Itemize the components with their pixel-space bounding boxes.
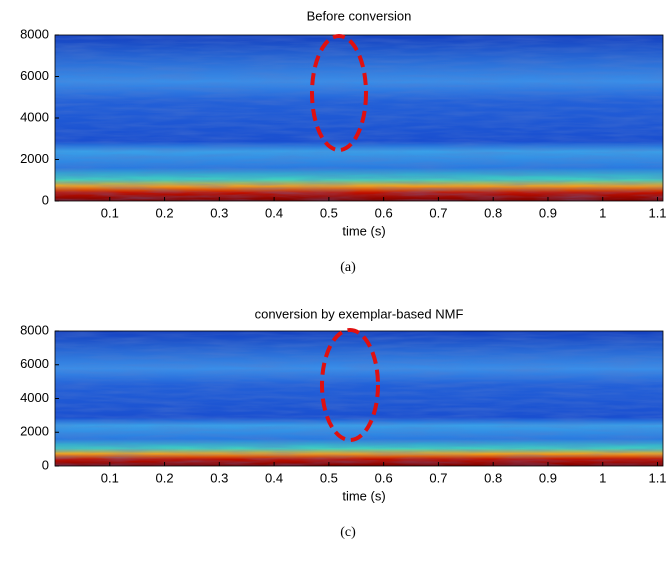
x-tick-label: 0.4 bbox=[265, 470, 283, 485]
x-tick-label: 1 bbox=[599, 205, 606, 220]
x-tick-label: 0.6 bbox=[375, 205, 393, 220]
x-axis-label: time (s) bbox=[342, 223, 385, 238]
x-tick-label: 0.4 bbox=[265, 205, 283, 220]
chart-title: conversion by exemplar-based NMF bbox=[255, 306, 464, 321]
spectrogram-texture bbox=[55, 331, 663, 466]
x-tick-label: 1.1 bbox=[648, 470, 666, 485]
x-tick-label: 0.2 bbox=[156, 470, 174, 485]
x-tick-label: 1.1 bbox=[648, 205, 666, 220]
x-tick-label: 0.9 bbox=[539, 205, 557, 220]
x-tick-label: 0.3 bbox=[210, 470, 228, 485]
caption: (c) bbox=[340, 525, 356, 540]
y-tick-label: 2000 bbox=[20, 424, 49, 439]
chart-title: Before conversion bbox=[307, 8, 412, 23]
x-tick-label: 0.7 bbox=[429, 470, 447, 485]
highlight-ellipse bbox=[310, 34, 368, 152]
y-tick-label: 8000 bbox=[20, 26, 49, 41]
y-tick-label: 4000 bbox=[20, 390, 49, 405]
y-tick-label: 0 bbox=[42, 457, 49, 472]
x-tick-label: 0.7 bbox=[429, 205, 447, 220]
x-tick-label: 0.5 bbox=[320, 470, 338, 485]
y-tick-label: 6000 bbox=[20, 356, 49, 371]
x-tick-label: 0.1 bbox=[101, 470, 119, 485]
highlight-ellipse bbox=[320, 328, 380, 442]
x-axis-label: time (s) bbox=[342, 488, 385, 503]
x-tick-label: 0.3 bbox=[210, 205, 228, 220]
x-tick-label: 0.8 bbox=[484, 470, 502, 485]
y-tick-label: 4000 bbox=[20, 109, 49, 124]
x-tick-label: 0.9 bbox=[539, 470, 557, 485]
y-tick-label: 6000 bbox=[20, 68, 49, 83]
y-tick-label: 2000 bbox=[20, 151, 49, 166]
x-tick-label: 0.8 bbox=[484, 205, 502, 220]
y-tick-label: 8000 bbox=[20, 322, 49, 337]
x-tick-label: 0.1 bbox=[101, 205, 119, 220]
y-tick-label: 0 bbox=[42, 192, 49, 207]
x-tick-label: 0.5 bbox=[320, 205, 338, 220]
x-tick-label: 1 bbox=[599, 470, 606, 485]
x-tick-label: 0.6 bbox=[375, 470, 393, 485]
x-tick-label: 0.2 bbox=[156, 205, 174, 220]
caption: (a) bbox=[340, 260, 356, 275]
spectrogram-texture bbox=[55, 35, 663, 201]
